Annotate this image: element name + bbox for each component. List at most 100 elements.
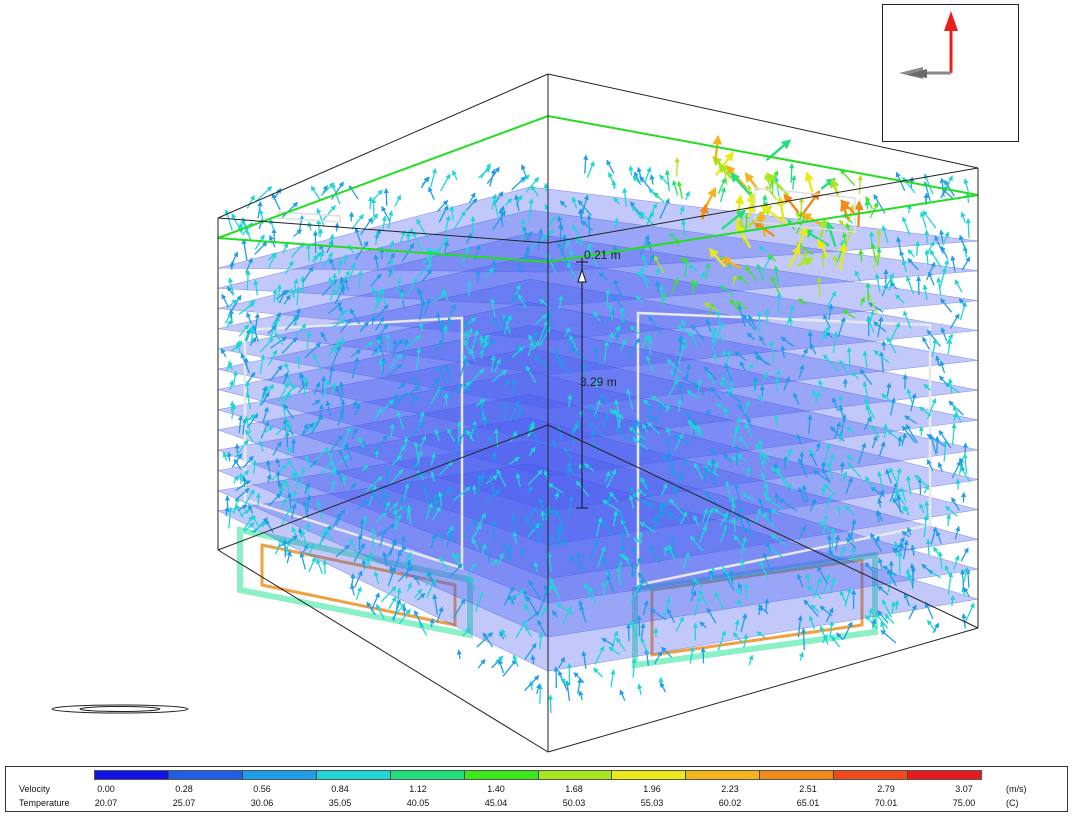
velocity-arrow: [375, 228, 381, 240]
velocity-arrow: [880, 629, 897, 644]
velocity-value: 0.84: [331, 784, 349, 794]
velocity-arrow: [283, 294, 291, 305]
velocity-arrow: [907, 249, 915, 258]
velocity-arrow: [609, 331, 615, 343]
dimension-label-height: 3.29 m: [580, 375, 617, 389]
velocity-arrow: [932, 546, 940, 555]
velocity-arrow: [737, 582, 743, 592]
velocity-arrow: [677, 180, 683, 199]
velocity-arrow: [586, 160, 595, 179]
velocity-arrow: [435, 311, 443, 333]
velocity-arrow: [528, 198, 534, 220]
velocity-arrow: [509, 400, 519, 423]
velocity-arrow: [711, 336, 718, 350]
velocity-arrow: [805, 573, 811, 585]
velocity-arrow: [629, 325, 640, 335]
velocity-arrow: [568, 495, 574, 517]
velocity-arrow: [593, 346, 600, 367]
velocity-arrow: [581, 650, 587, 669]
velocity-arrow: [468, 576, 477, 592]
velocity-arrow: [873, 321, 887, 333]
velocity-arrow: [678, 382, 684, 401]
velocity-arrow: [893, 536, 905, 554]
velocity-arrow: [924, 249, 930, 266]
velocity-arrow: [430, 452, 436, 466]
velocity-arrow: [329, 257, 336, 271]
velocity-arrow: [631, 545, 637, 556]
velocity-arrow: [854, 270, 862, 283]
velocity-arrow: [796, 433, 803, 445]
velocity-arrow: [426, 577, 437, 598]
velocity-arrow: [306, 330, 312, 349]
velocity-arrow: [447, 383, 463, 400]
velocity-arrow: [619, 689, 626, 701]
velocity-arrow: [620, 338, 627, 351]
velocity-arrow: [613, 279, 623, 298]
velocity-arrow: [378, 358, 384, 369]
velocity-arrow: [547, 694, 554, 714]
velocity-arrow: [959, 234, 968, 253]
velocity-arrow: [620, 518, 630, 538]
velocity-arrow: [704, 507, 714, 528]
velocity-arrow: [882, 565, 897, 576]
scale-swatch: [760, 771, 835, 779]
velocity-arrow: [741, 527, 756, 539]
velocity-arrow: [320, 331, 328, 342]
velocity-arrow: [768, 254, 777, 262]
velocity-arrow: [693, 462, 704, 480]
velocity-arrow: [877, 585, 889, 596]
velocity-arrow: [282, 242, 289, 254]
velocity-arrow: [350, 482, 357, 490]
velocity-arrow: [758, 246, 768, 254]
velocity-arrow: [227, 277, 235, 296]
velocity-arrow: [246, 311, 253, 325]
velocity-arrow: [463, 563, 476, 583]
velocity-arrow: [723, 453, 732, 463]
velocity-arrow: [807, 330, 813, 350]
velocity-arrow: [756, 631, 766, 638]
velocity-arrow: [963, 178, 969, 192]
velocity-arrow: [653, 650, 663, 665]
velocity-arrow: [717, 177, 726, 195]
velocity-arrow: [447, 428, 456, 442]
velocity-arrow: [322, 205, 336, 221]
velocity-arrow: [295, 356, 301, 369]
velocity-arrow: [798, 525, 806, 541]
velocity-arrow: [690, 424, 703, 438]
velocity-arrow: [667, 378, 679, 398]
3d-viewport[interactable]: 0.21 m 3.29 m: [0, 0, 1074, 762]
velocity-arrow: [269, 218, 275, 232]
velocity-arrow: [422, 176, 430, 185]
velocity-arrow: [440, 173, 451, 192]
velocity-arrow: [302, 423, 309, 434]
velocity-arrow: [528, 446, 536, 457]
velocity-arrow: [839, 590, 847, 605]
velocity-arrow: [521, 174, 530, 184]
velocity-arrow: [673, 433, 684, 452]
velocity-arrow: [462, 627, 471, 637]
velocity-arrow: [883, 268, 889, 284]
velocity-arrow: [602, 500, 622, 513]
velocity-arrow: [637, 683, 643, 696]
velocity-arrow: [951, 423, 957, 446]
velocity-arrow: [822, 514, 829, 536]
velocity-arrow: [392, 338, 404, 352]
velocity-arrow: [842, 309, 856, 319]
temperature-value: 60.02: [718, 798, 742, 808]
velocity-arrow: [757, 605, 763, 616]
color-legend: Velocity Temperature (m/s) (C) 0.00 20.07…: [5, 766, 1068, 812]
velocity-arrow: [370, 273, 382, 287]
velocity-arrow: [679, 205, 685, 215]
velocity-arrow: [564, 239, 571, 250]
velocity-arrow: [731, 455, 740, 465]
velocity-arrow: [267, 324, 277, 335]
velocity-arrow: [384, 467, 391, 484]
velocity-arrow: [237, 415, 244, 434]
velocity-arrow: [491, 369, 508, 383]
velocity-arrow: [737, 403, 749, 420]
velocity-arrow: [594, 399, 601, 417]
velocity-arrow: [601, 581, 607, 597]
velocity-arrow: [922, 210, 937, 229]
axis-triad-icon[interactable]: [882, 4, 1019, 142]
velocity-arrow: [452, 486, 471, 502]
